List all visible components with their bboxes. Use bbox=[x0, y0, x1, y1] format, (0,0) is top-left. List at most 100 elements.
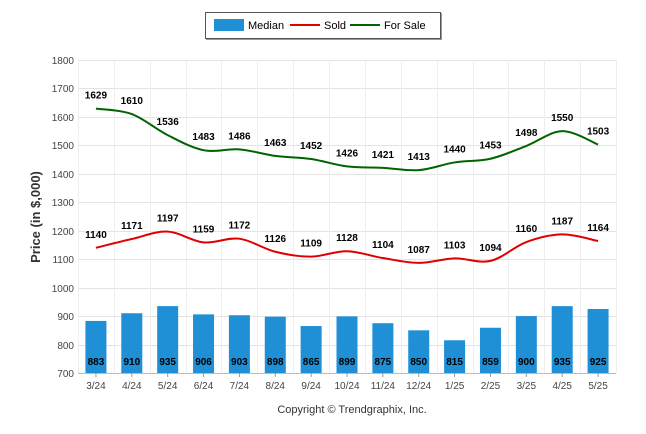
bar-median bbox=[479, 327, 501, 373]
x-tick-label: 6/24 bbox=[194, 381, 214, 392]
for-sale-value-label: 1550 bbox=[551, 113, 574, 124]
for-sale-value-label: 1610 bbox=[121, 96, 144, 107]
bar-value-label: 925 bbox=[590, 357, 607, 368]
bar-median bbox=[515, 316, 537, 373]
axis-layer: 700 800 900 1000 1100 1200 1300 1400 1500 1600 170… bbox=[52, 56, 616, 392]
sold-value-label: 1103 bbox=[444, 240, 466, 251]
for-sale-value-label: 1463 bbox=[264, 138, 287, 149]
for-sale-value-label: 1413 bbox=[408, 152, 431, 163]
x-tick-label: 2/25 bbox=[481, 381, 501, 392]
bar-value-label: 898 bbox=[267, 357, 284, 368]
sold-value-label: 1104 bbox=[372, 240, 394, 251]
bar-value-label: 935 bbox=[159, 357, 176, 368]
sold-value-label: 1187 bbox=[551, 216, 573, 227]
sold-value-label: 1171 bbox=[121, 221, 143, 232]
for-sale-value-label: 1440 bbox=[443, 144, 466, 155]
bar-value-label: 859 bbox=[482, 357, 499, 368]
label-layer: 883 910 935 906 903 898 865 899 875 850 815 859 900 9… bbox=[85, 91, 610, 368]
x-tick-label: 5/24 bbox=[158, 381, 178, 392]
bar-value-label: 903 bbox=[231, 357, 248, 368]
x-tick-label: 4/25 bbox=[552, 381, 572, 392]
bar-value-label: 865 bbox=[303, 357, 320, 368]
sold-value-label: 1160 bbox=[515, 224, 537, 235]
legend-forsale-label: For Sale bbox=[384, 20, 426, 32]
bar-median bbox=[300, 326, 322, 373]
bar-median bbox=[193, 314, 215, 373]
bar-median bbox=[408, 330, 430, 373]
y-tick-label: 1300 bbox=[52, 198, 75, 209]
sold-value-label: 1172 bbox=[229, 221, 251, 232]
x-tick-label: 11/24 bbox=[371, 381, 396, 392]
bar-median bbox=[157, 306, 179, 373]
x-tick-label: 4/24 bbox=[122, 381, 142, 392]
y-tick-label: 1700 bbox=[52, 84, 75, 95]
bar-median bbox=[587, 308, 609, 373]
for-sale-value-label: 1453 bbox=[479, 141, 502, 152]
y-axis-title: Price (in $,000) bbox=[28, 171, 43, 263]
y-tick-label: 1400 bbox=[52, 170, 75, 181]
sold-value-label: 1087 bbox=[408, 245, 431, 256]
sold-value-label: 1126 bbox=[264, 234, 286, 245]
sold-value-label: 1140 bbox=[85, 230, 107, 241]
y-tick-label: 1000 bbox=[52, 284, 75, 295]
bar-layer bbox=[85, 306, 609, 373]
bar-median bbox=[264, 316, 286, 373]
bar-value-label: 875 bbox=[375, 357, 392, 368]
legend-box bbox=[205, 12, 441, 39]
y-tick-label: 900 bbox=[57, 312, 74, 323]
y-tick-label: 700 bbox=[57, 369, 74, 380]
bar-median bbox=[228, 315, 250, 373]
x-tick-label: 10/24 bbox=[334, 381, 359, 392]
for-sale-value-label: 1426 bbox=[336, 148, 359, 159]
legend-sold-label: Sold bbox=[324, 20, 346, 32]
legend-median-swatch bbox=[214, 19, 244, 31]
sold-line bbox=[95, 230, 599, 264]
x-tick-label: 7/24 bbox=[230, 381, 250, 392]
x-tick-label: 3/25 bbox=[517, 381, 537, 392]
x-tick-label: 1/25 bbox=[445, 381, 465, 392]
for-sale-value-label: 1536 bbox=[157, 117, 180, 128]
bar-median bbox=[444, 340, 466, 373]
bar-median bbox=[551, 306, 573, 373]
bar-median bbox=[85, 320, 107, 373]
y-tick-label: 800 bbox=[57, 341, 74, 352]
sold-value-label: 1159 bbox=[193, 224, 215, 235]
bar-value-label: 850 bbox=[410, 357, 427, 368]
for-sale-value-label: 1498 bbox=[515, 128, 538, 139]
bar-value-label: 910 bbox=[123, 357, 140, 368]
y-tick-label: 1200 bbox=[52, 227, 75, 238]
for-sale-value-label: 1421 bbox=[372, 150, 395, 161]
y-tick-label: 1800 bbox=[52, 56, 75, 67]
bar-median bbox=[121, 313, 143, 373]
y-tick-label: 1600 bbox=[52, 113, 75, 124]
x-tick-label: 5/25 bbox=[588, 381, 608, 392]
bar-median bbox=[372, 323, 394, 373]
bar-value-label: 815 bbox=[446, 357, 463, 368]
x-tick-label: 12/24 bbox=[406, 381, 431, 392]
sold-value-label: 1197 bbox=[157, 214, 179, 225]
legend-median-label: Median bbox=[248, 20, 284, 32]
for-sale-value-label: 1483 bbox=[192, 132, 215, 143]
bar-value-label: 935 bbox=[554, 357, 571, 368]
y-tick-label: 1500 bbox=[52, 141, 75, 152]
legend: Median Sold For Sale bbox=[205, 12, 442, 40]
for-sale-value-label: 1486 bbox=[228, 131, 251, 142]
x-tick-label: 3/24 bbox=[86, 381, 106, 392]
for-sale-line bbox=[95, 107, 599, 172]
for-sale-value-label: 1452 bbox=[300, 141, 323, 152]
y-tick-label: 1100 bbox=[52, 255, 74, 266]
x-tick-label: 8/24 bbox=[266, 381, 286, 392]
bar-value-label: 899 bbox=[339, 357, 356, 368]
bar-value-label: 906 bbox=[195, 357, 212, 368]
sold-value-label: 1109 bbox=[300, 239, 322, 250]
line-layer bbox=[95, 107, 599, 264]
sold-value-label: 1128 bbox=[336, 233, 358, 244]
bar-median bbox=[336, 316, 358, 373]
bar-value-label: 883 bbox=[88, 357, 105, 368]
for-sale-value-label: 1629 bbox=[85, 91, 108, 102]
sold-value-label: 1164 bbox=[587, 223, 609, 234]
sold-value-label: 1094 bbox=[479, 243, 502, 254]
bar-value-label: 900 bbox=[518, 357, 535, 368]
